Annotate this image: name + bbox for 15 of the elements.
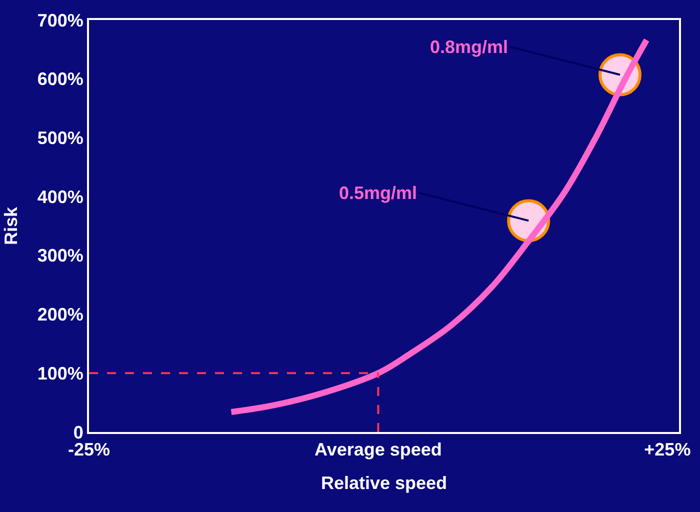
y-tick-label: 200% [37, 304, 84, 325]
annotation: 0.5mg/ml [339, 183, 418, 203]
y-tick-label: 700% [37, 10, 84, 30]
annotation: 0.8mg/ml [430, 37, 508, 57]
y-tick-label: 0 [73, 422, 84, 442]
x-tick-label: +25% [644, 440, 691, 460]
x-tick-label: Average speed [314, 440, 442, 460]
y-tick-label: 300% [37, 246, 84, 266]
y-tick-label: 600% [37, 69, 84, 90]
x-tick-label: -25% [68, 440, 110, 460]
y-tick-label: 500% [37, 128, 84, 148]
y-tick-label: 400% [37, 186, 84, 207]
x-axis-title: Relative speed [320, 473, 448, 494]
y-tick-label: 100% [37, 363, 84, 384]
y-axis-title: Risk [1, 206, 22, 246]
